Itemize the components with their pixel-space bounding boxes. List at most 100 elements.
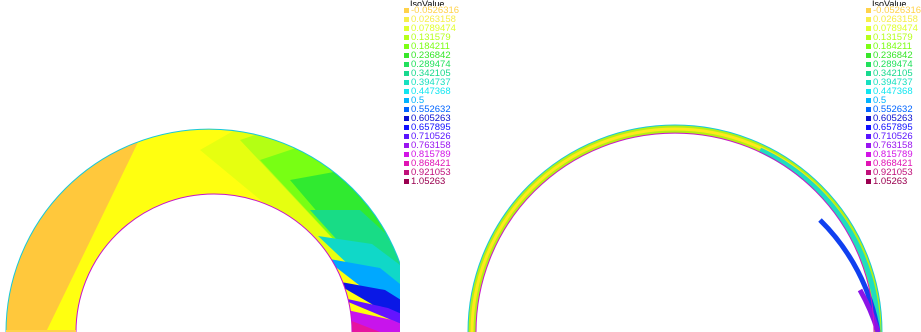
legend-swatch — [404, 80, 409, 85]
legend-swatch — [866, 35, 871, 40]
legend-label: 1.05263 — [873, 176, 908, 187]
legend-swatch — [866, 53, 871, 58]
legend-label: 0.605263 — [873, 113, 913, 124]
legend-swatch — [404, 179, 409, 184]
legend-entry: 0.552632 — [866, 105, 921, 114]
legend-entry: 0.184211 — [404, 42, 459, 51]
legend-entry: 0.815789 — [404, 150, 459, 159]
legend-swatch — [866, 71, 871, 76]
legend-label: 0.0263158 — [411, 14, 456, 25]
legend-entry: 0.921053 — [404, 168, 459, 177]
right-plot — [460, 0, 890, 332]
legend-label: 0.184211 — [873, 41, 912, 52]
legend-label: 0.763158 — [411, 140, 451, 151]
legend-entry: 0.657895 — [866, 123, 921, 132]
legend-swatch — [404, 89, 409, 94]
legend-label: -0.0526316 — [873, 5, 921, 16]
legend-entry: 0.447368 — [866, 87, 921, 96]
legend-label: 0.0789474 — [411, 23, 456, 34]
legend-swatch — [866, 80, 871, 85]
legend-swatch — [404, 152, 409, 157]
legend-label: 0.394737 — [873, 77, 913, 88]
legend-label: 0.657895 — [873, 122, 913, 133]
legend-swatch — [404, 107, 409, 112]
legend-swatch — [404, 170, 409, 175]
right-legend: IsoValue -0.0526316 0.0263158 0.0789474 0.1… — [866, 0, 921, 186]
legend-swatch — [866, 161, 871, 166]
legend-swatch — [404, 62, 409, 67]
legend-label: 0.5 — [873, 95, 887, 106]
legend-swatch — [404, 116, 409, 121]
legend-entry: 0.0263158 — [404, 15, 459, 24]
legend-label: 0.236842 — [411, 50, 451, 61]
legend-entry: 0.868421 — [866, 159, 921, 168]
legend-entry: 0.0789474 — [404, 24, 459, 33]
legend-entry: 0.763158 — [866, 141, 921, 150]
legend-swatch — [866, 170, 871, 175]
legend-entry: 0.868421 — [404, 159, 459, 168]
legend-label: 1.05263 — [411, 176, 446, 187]
legend-entry: 0.342105 — [866, 69, 921, 78]
legend-label: 0.815789 — [411, 149, 451, 160]
legend-label: 0.921053 — [873, 167, 913, 178]
legend-entry: 1.05263 — [866, 177, 921, 186]
legend-entry: 0.394737 — [404, 78, 459, 87]
legend-entry: 0.0789474 — [866, 24, 921, 33]
legend-swatch — [404, 8, 409, 13]
legend-entry: 0.605263 — [866, 114, 921, 123]
legend-entry: 0.131579 — [404, 33, 459, 42]
legend-entry: 0.447368 — [404, 87, 459, 96]
legend-entry: 0.815789 — [866, 150, 921, 159]
legend-entry: 0.342105 — [404, 69, 459, 78]
legend-swatch — [404, 134, 409, 139]
legend-entry: 0.921053 — [866, 168, 921, 177]
legend-rows: -0.0526316 0.0263158 0.0789474 0.131579 0.18… — [866, 6, 921, 186]
legend-swatch — [866, 26, 871, 31]
legend-swatch — [866, 152, 871, 157]
legend-swatch — [404, 17, 409, 22]
legend-title: IsoValue — [872, 0, 907, 6]
legend-label: 0.710526 — [873, 131, 913, 142]
legend-label: 0.342105 — [411, 68, 451, 79]
legend-swatch — [866, 44, 871, 49]
legend-swatch — [866, 17, 871, 22]
legend-label: 0.868421 — [411, 158, 451, 169]
left-plot — [0, 0, 400, 332]
legend-label: 0.763158 — [873, 140, 913, 151]
legend-entry: 0.552632 — [404, 105, 459, 114]
legend-entry: 0.131579 — [866, 33, 921, 42]
legend-swatch — [866, 143, 871, 148]
legend-entry: 0.657895 — [404, 123, 459, 132]
legend-swatch — [866, 116, 871, 121]
legend-label: 0.184211 — [411, 41, 450, 52]
legend-label: 0.131579 — [411, 32, 451, 43]
legend-label: 0.921053 — [411, 167, 451, 178]
legend-title: IsoValue — [410, 0, 445, 6]
legend-swatch — [866, 179, 871, 184]
legend-entry: -0.0526316 — [404, 6, 459, 15]
legend-entry: 0.394737 — [866, 78, 921, 87]
legend-label: 0.0263158 — [873, 14, 918, 25]
legend-swatch — [404, 98, 409, 103]
legend-entry: -0.0526316 — [866, 6, 921, 15]
legend-swatch — [866, 134, 871, 139]
legend-swatch — [866, 62, 871, 67]
legend-swatch — [404, 53, 409, 58]
legend-label: 0.131579 — [873, 32, 913, 43]
legend-entry: 0.5 — [866, 96, 921, 105]
legend-label: 0.552632 — [411, 104, 451, 115]
legend-entry: 0.184211 — [866, 42, 921, 51]
left-field — [6, 129, 400, 332]
legend-swatch — [866, 98, 871, 103]
legend-swatch — [866, 107, 871, 112]
legend-label: 0.710526 — [411, 131, 451, 142]
legend-entry: 0.605263 — [404, 114, 459, 123]
legend-entry: 0.289474 — [866, 60, 921, 69]
legend-label: 0.236842 — [873, 50, 913, 61]
legend-label: -0.0526316 — [411, 5, 460, 16]
legend-label: 0.657895 — [411, 122, 451, 133]
legend-label: 0.447368 — [873, 86, 913, 97]
legend-entry: 0.710526 — [866, 132, 921, 141]
legend-swatch — [866, 8, 871, 13]
left-legend: IsoValue -0.0526316 0.0263158 0.0789474 0.1… — [404, 0, 459, 186]
